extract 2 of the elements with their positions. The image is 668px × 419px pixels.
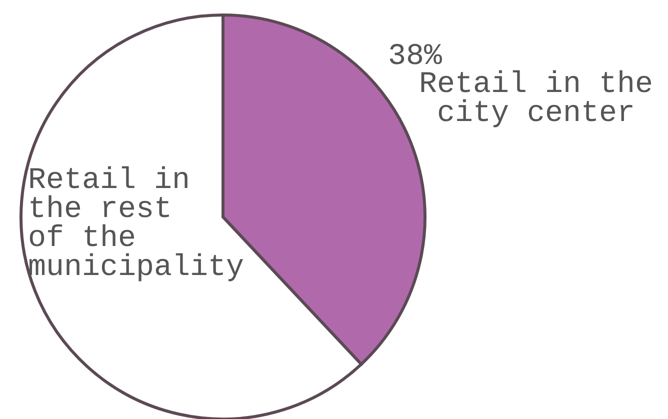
slice-label: Retail in the city center: [418, 68, 654, 131]
slice-label: Retail in the rest of the municipality: [28, 164, 244, 285]
